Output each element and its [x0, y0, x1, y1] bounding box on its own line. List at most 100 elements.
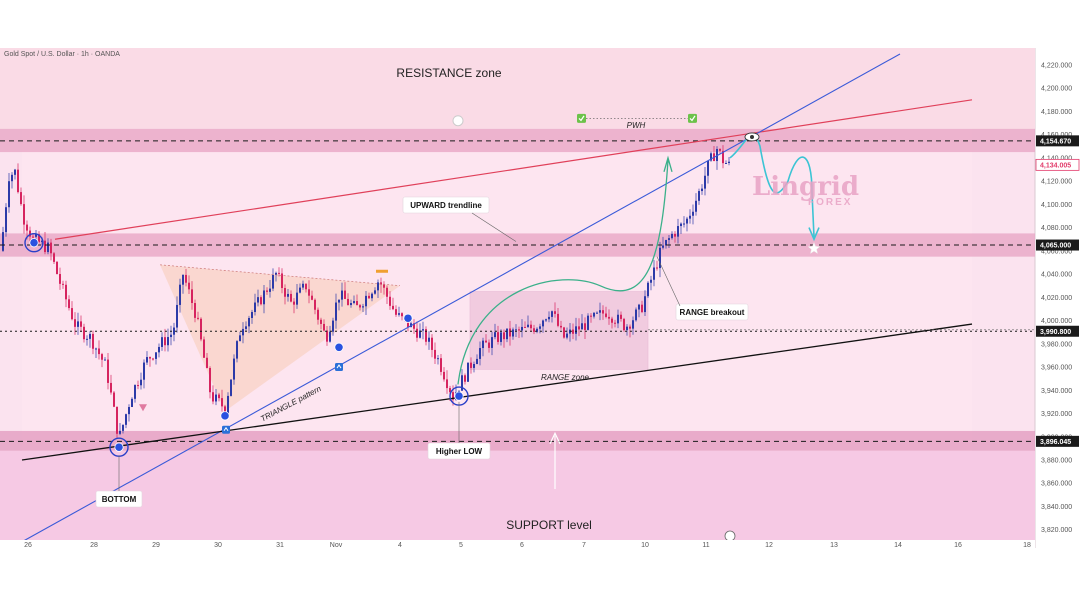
candle-body — [434, 349, 436, 359]
candle-body — [377, 282, 379, 291]
y-tick-label: 3,840.000 — [1041, 504, 1072, 511]
x-tick-label: 14 — [894, 542, 902, 548]
candle-body — [653, 267, 655, 280]
candle-body — [362, 306, 364, 308]
y-tick-label: 3,980.000 — [1041, 341, 1072, 348]
candle-body — [614, 322, 616, 324]
y-tick-label: 3,960.000 — [1041, 365, 1072, 372]
candle-body — [605, 313, 607, 317]
projection-arrowhead — [808, 227, 820, 242]
candle-body — [176, 304, 178, 328]
candle-body — [425, 329, 427, 342]
candle-body — [587, 315, 589, 330]
support-zone-band — [0, 430, 1035, 451]
y-tick-label: 4,100.000 — [1041, 202, 1072, 209]
candle-body — [80, 321, 82, 327]
candle-body — [530, 324, 532, 329]
candle-body — [296, 292, 298, 305]
y-tick-label: 4,060.000 — [1041, 248, 1072, 255]
candle-body — [593, 312, 595, 317]
marker-triangle-touch — [220, 411, 230, 421]
candle-body — [317, 309, 319, 320]
candle-body — [686, 218, 688, 224]
candle-body — [41, 240, 43, 243]
candle-body — [257, 297, 259, 303]
candle-body — [125, 414, 127, 425]
candle-body — [479, 348, 481, 359]
candle-body — [647, 282, 649, 297]
triangle-upper-line — [159, 264, 401, 287]
candle-body — [632, 320, 634, 329]
candle-body — [161, 337, 163, 347]
x-tick-label: 30 — [214, 542, 222, 548]
candle-body — [710, 153, 712, 161]
candle-body — [233, 358, 235, 380]
candle-body — [290, 293, 292, 302]
y-tick-label: 4,080.000 — [1041, 225, 1072, 232]
candle-body — [659, 247, 661, 269]
price-tag-box — [1035, 158, 1080, 171]
candle-body — [272, 274, 274, 289]
candle-body — [221, 398, 223, 407]
resistance-zone-title: RESISTANCE zone — [396, 66, 501, 80]
x-tick-label: 4 — [398, 542, 402, 548]
candle-body — [683, 223, 685, 225]
candle-body — [212, 392, 214, 402]
y-tick-label: 3,820.000 — [1041, 527, 1072, 534]
candle-body — [29, 230, 31, 237]
up-arrow-badge — [335, 363, 343, 372]
y-tick-label: 3,860.000 — [1041, 481, 1072, 488]
candle-body — [23, 204, 25, 225]
candle-body — [548, 316, 550, 320]
candle-body — [164, 337, 166, 346]
candle-body — [116, 406, 118, 434]
candle-body — [131, 398, 133, 408]
candle-body — [491, 337, 493, 348]
x-tick-label: 5 — [459, 542, 463, 548]
candle-body — [380, 282, 382, 285]
candle-body — [320, 319, 322, 324]
label-range-breakout-box — [675, 303, 749, 321]
candle-body — [413, 323, 415, 329]
candle-body — [650, 279, 652, 283]
candle-body — [644, 296, 646, 313]
candle-body — [611, 318, 613, 323]
candle-body — [206, 357, 208, 368]
candle-body — [527, 324, 529, 327]
candle-body — [629, 326, 631, 329]
x-tick-label: 18 — [1023, 542, 1031, 548]
marker-bottom — [114, 442, 124, 452]
candle-body — [545, 319, 547, 321]
marker-trendline-break — [403, 313, 413, 323]
support-trendline — [21, 323, 973, 461]
x-tick-label: 10 — [641, 542, 649, 548]
candle-body — [470, 362, 472, 368]
x-tick-label: 31 — [276, 542, 284, 548]
candle-body — [578, 326, 580, 330]
x-tick-label: 16 — [954, 542, 962, 548]
candle-body — [356, 301, 358, 306]
candle-body — [2, 232, 4, 251]
candle-body — [401, 313, 403, 317]
candle-body — [104, 359, 106, 361]
candle-body — [698, 191, 700, 201]
price-chart: UPWARD trendline RANGE breakout Higher LOW… — [0, 48, 1080, 548]
candle-body — [242, 328, 244, 336]
candle-body — [542, 320, 544, 327]
candle-body — [305, 283, 307, 290]
candle-body — [476, 358, 478, 364]
candle-body — [146, 357, 148, 363]
candle-body — [383, 284, 385, 288]
candle-body — [518, 329, 520, 331]
candle-body — [20, 192, 22, 205]
candle-body — [119, 430, 121, 434]
candle-body — [623, 318, 625, 331]
candle-body — [428, 337, 430, 342]
flag-marker — [376, 269, 388, 273]
candle-body — [71, 308, 73, 320]
candle-body — [392, 305, 394, 310]
range-box — [469, 291, 649, 370]
y-tick-label: 3,940.000 — [1041, 388, 1072, 395]
price-axis-panel — [1035, 48, 1080, 548]
x-tick-label: 26 — [24, 542, 32, 548]
